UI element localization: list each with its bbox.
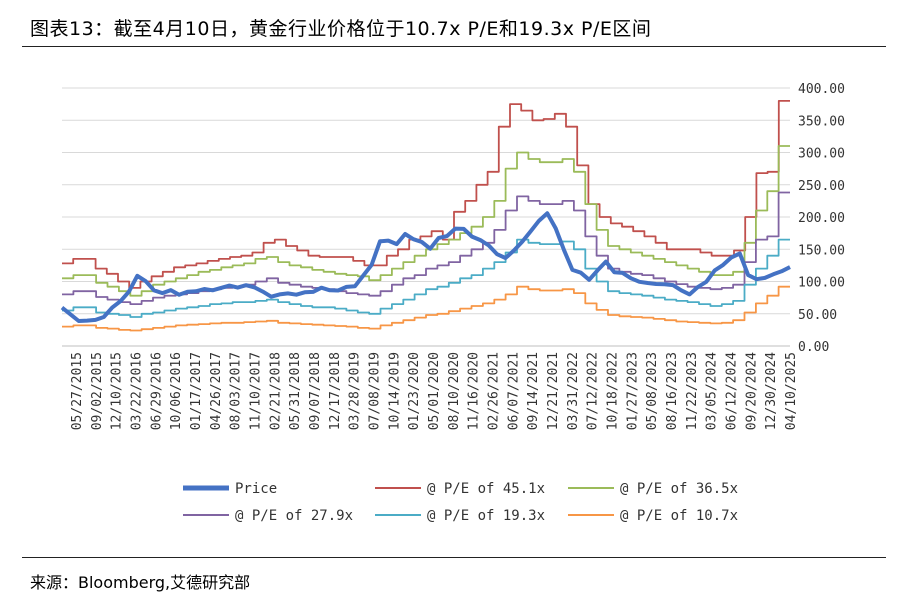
- x-tick-label: 06/12/2024: [725, 352, 740, 430]
- x-tick-label: 03/22/2016: [130, 352, 145, 430]
- x-tick-label: 10/18/2022: [606, 352, 621, 430]
- x-tick-label: 01/23/2020: [407, 352, 422, 430]
- x-tick-label: 09/20/2024: [744, 352, 759, 430]
- y-tick-label: 0.00: [798, 340, 829, 355]
- y-tick-label: 400.00: [798, 82, 845, 97]
- legend-label: @ P/E of 19.3x: [427, 508, 545, 524]
- x-tick-label: 08/16/2023: [665, 352, 680, 430]
- series-line: [62, 238, 790, 318]
- x-tick-label: 12/30/2024: [764, 352, 779, 430]
- x-tick-label: 06/07/2021: [506, 352, 521, 430]
- series-line: [60, 211, 791, 323]
- series-line: [62, 100, 790, 289]
- y-tick-label: 350.00: [798, 114, 845, 129]
- x-tick-label: 11/16/2020: [467, 352, 482, 430]
- x-tick-label: 07/08/2019: [368, 352, 383, 430]
- y-tick-label: 300.00: [798, 147, 845, 162]
- x-tick-label: 03/31/2022: [566, 352, 581, 430]
- y-tick-label: 250.00: [798, 179, 845, 194]
- x-tick-label: 09/02/2015: [90, 352, 105, 430]
- x-tick-label: 06/29/2016: [149, 352, 164, 430]
- chart: 0.00 50.00 100.00 150.00 200.00 250.00 300.00 3…: [60, 82, 845, 524]
- x-tick-label: 09/14/2021: [526, 352, 541, 430]
- x-tick-label: 07/12/2022: [586, 352, 601, 430]
- x-tick-label: 03/28/2019: [348, 352, 363, 430]
- x-tick-label: 08/10/2020: [447, 352, 462, 430]
- legend-label: @ P/E of 36.5x: [620, 481, 738, 497]
- x-tick-label: 05/01/2020: [427, 352, 442, 430]
- legend-label: @ P/E of 27.9x: [235, 508, 353, 524]
- x-tick-label: 05/27/2015: [70, 352, 85, 430]
- x-tick-label: 12/17/2018: [328, 352, 343, 430]
- y-tick-label: 100.00: [798, 276, 845, 291]
- x-tick-label: 08/03/2017: [229, 352, 244, 430]
- y-axis-ticks: 0.00 50.00 100.00 150.00 200.00 250.00 300.00 3…: [798, 82, 845, 355]
- x-tick-label: 05/08/2023: [645, 352, 660, 430]
- legend-label: @ P/E of 45.1x: [427, 481, 545, 497]
- x-tick-label: 09/07/2018: [308, 352, 323, 430]
- title-rule: [22, 46, 886, 47]
- source-rule: [22, 557, 886, 558]
- x-tick-label: 01/17/2017: [189, 352, 204, 430]
- x-tick-label: 01/27/2023: [625, 352, 640, 430]
- chart-title: 图表13：截至4月10日，黄金行业价格位于10.7x P/E和19.3x P/E…: [30, 18, 652, 40]
- x-tick-label: 10/06/2016: [169, 352, 184, 430]
- legend: Price @ P/E of 45.1x @ P/E of 36.5x @ P/E o…: [183, 481, 738, 524]
- x-tick-label: 02/26/2021: [487, 352, 502, 430]
- series-line: [62, 145, 790, 297]
- x-tick-label: 10/14/2019: [387, 352, 402, 430]
- series-line: [62, 191, 790, 305]
- grid-lines: [62, 87, 790, 347]
- legend-label: Price: [235, 481, 277, 497]
- x-tick-label: 04/26/2017: [209, 352, 224, 430]
- y-tick-label: 200.00: [798, 211, 845, 226]
- y-tick-label: 50.00: [798, 308, 837, 323]
- legend-label: @ P/E of 10.7x: [620, 508, 738, 524]
- source-note: 来源：Bloomberg,艾德研究部: [30, 573, 251, 592]
- x-tick-label: 05/31/2018: [288, 352, 303, 430]
- y-tick-label: 150.00: [798, 243, 845, 258]
- x-tick-label: 11/10/2017: [249, 352, 264, 430]
- x-tick-label: 04/10/2025: [784, 352, 799, 430]
- series-lines: [60, 100, 791, 332]
- x-tick-label: 03/05/2024: [705, 352, 720, 430]
- series-line: [62, 285, 790, 332]
- x-axis-ticks: 05/27/2015 09/02/2015 12/10/2015 03/22/2016…: [70, 352, 799, 430]
- x-tick-label: 02/21/2018: [268, 352, 283, 430]
- x-tick-label: 12/21/2021: [546, 352, 561, 430]
- x-tick-label: 11/22/2023: [685, 352, 700, 430]
- x-tick-label: 12/10/2015: [110, 352, 125, 430]
